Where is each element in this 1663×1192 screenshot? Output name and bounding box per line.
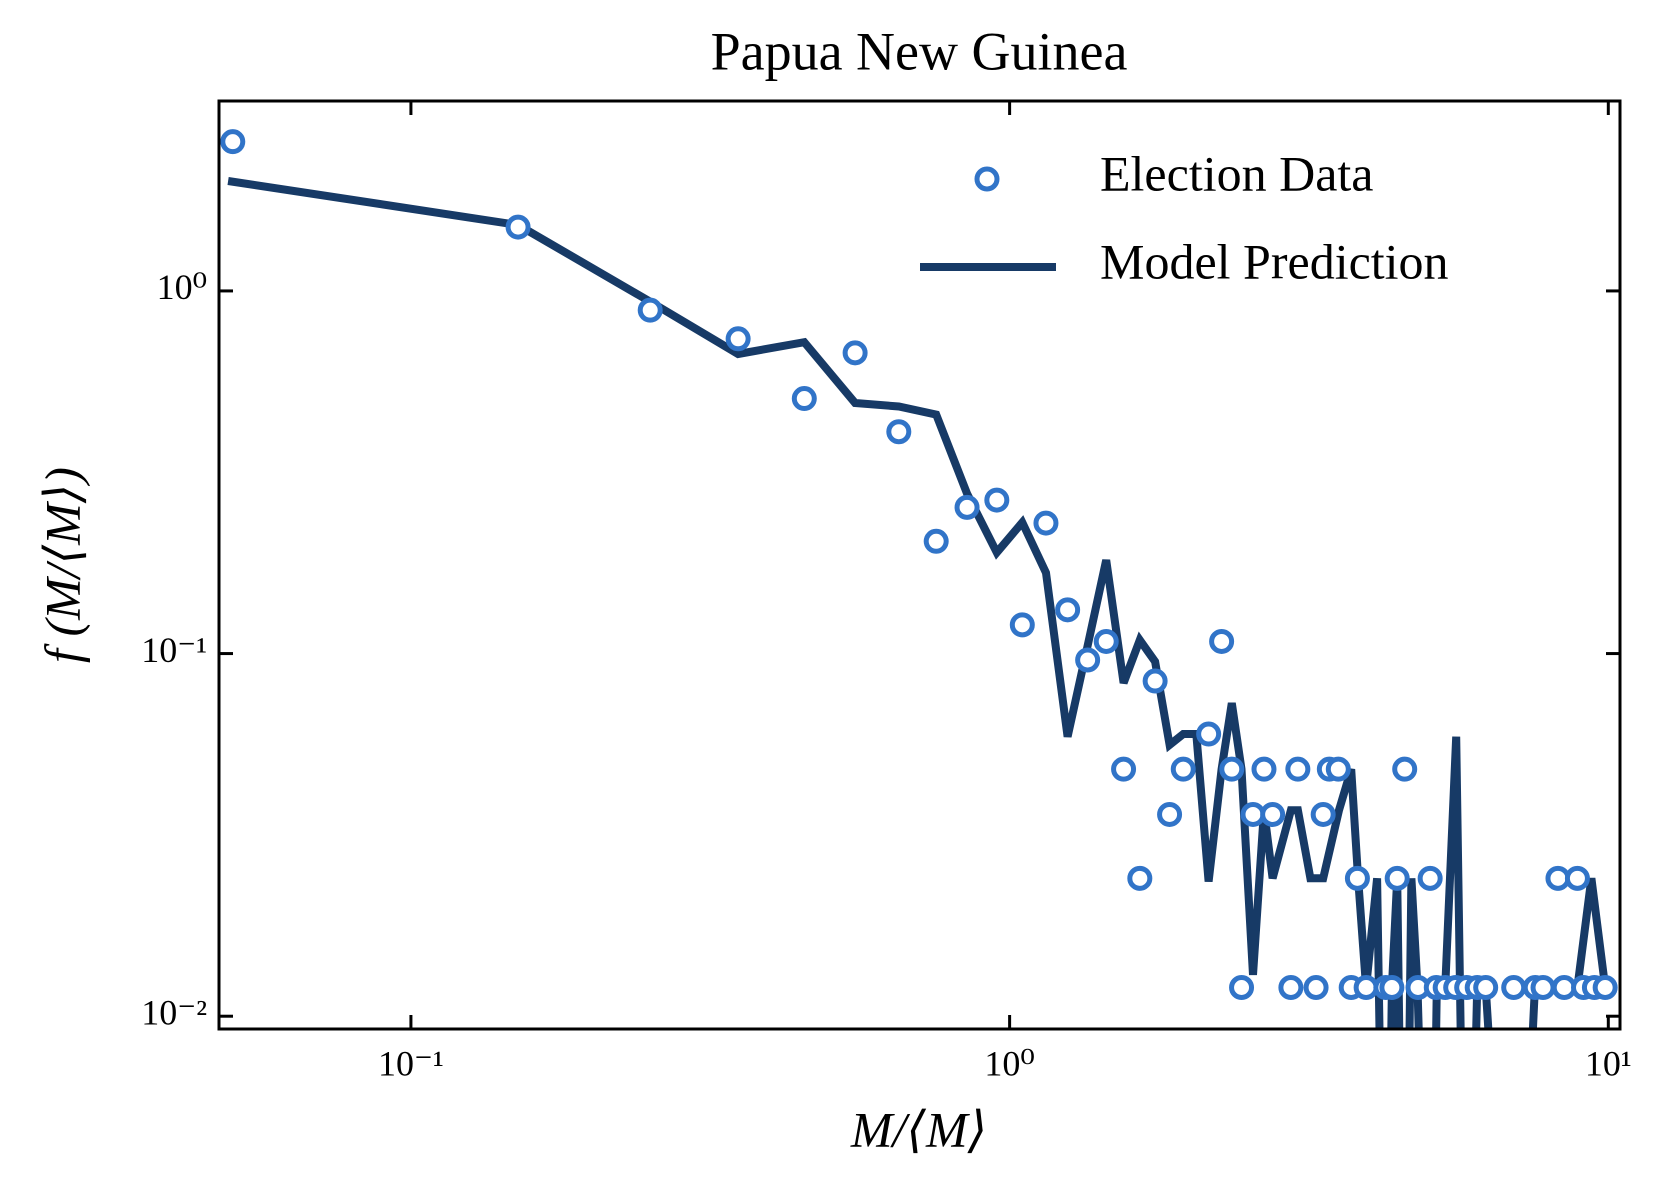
data-point bbox=[791, 386, 817, 412]
legend-label: Election Data bbox=[1100, 145, 1374, 201]
y-axis-label: f (M/⟨M⟩) bbox=[34, 467, 90, 663]
y-tick-label: 10⁻¹ bbox=[141, 630, 207, 670]
data-point bbox=[1379, 974, 1405, 1000]
x-tick-label: 10¹ bbox=[1585, 1043, 1632, 1083]
data-point bbox=[1157, 801, 1183, 827]
data-point bbox=[1592, 974, 1618, 1000]
data-point bbox=[1353, 974, 1379, 1000]
data-point bbox=[220, 129, 246, 155]
data-point bbox=[923, 528, 949, 554]
data-point bbox=[1392, 756, 1418, 782]
data-point bbox=[1229, 974, 1255, 1000]
data-point bbox=[1278, 974, 1304, 1000]
legend-marker bbox=[974, 166, 1000, 192]
data-point bbox=[1564, 865, 1590, 891]
x-tick-label: 10⁻¹ bbox=[378, 1043, 444, 1083]
data-point bbox=[505, 214, 531, 240]
data-point bbox=[886, 419, 912, 445]
data-point bbox=[1009, 612, 1035, 638]
data-point bbox=[1093, 628, 1119, 654]
legend-label: Model Prediction bbox=[1100, 233, 1449, 289]
data-point bbox=[1075, 647, 1101, 673]
data-point bbox=[1530, 974, 1556, 1000]
data-point bbox=[1033, 510, 1059, 536]
data-point bbox=[1384, 865, 1410, 891]
data-point bbox=[1219, 756, 1245, 782]
data-point bbox=[1142, 668, 1168, 694]
data-point bbox=[1055, 597, 1081, 623]
data-point bbox=[984, 487, 1010, 513]
data-point bbox=[1325, 756, 1351, 782]
model-line bbox=[227, 177, 1610, 1029]
data-point bbox=[1196, 721, 1222, 747]
plot-frame bbox=[217, 99, 1622, 1031]
data-point bbox=[1240, 801, 1266, 827]
data-point bbox=[1473, 974, 1499, 1000]
y-tick-label: 10⁰ bbox=[157, 267, 207, 307]
plot-area bbox=[220, 129, 1618, 1029]
y-tick-label: 10⁻² bbox=[141, 992, 207, 1032]
data-point bbox=[842, 340, 868, 366]
data-point bbox=[1127, 865, 1153, 891]
data-point bbox=[1170, 756, 1196, 782]
data-point bbox=[954, 494, 980, 520]
chart-title: Papua New Guinea bbox=[711, 21, 1128, 81]
data-point bbox=[1285, 756, 1311, 782]
x-tick-label: 10⁰ bbox=[984, 1043, 1034, 1083]
data-point bbox=[1251, 756, 1277, 782]
x-axis-label: M/⟨M⟩ bbox=[850, 1101, 987, 1157]
data-point bbox=[1417, 865, 1443, 891]
data-point bbox=[1310, 801, 1336, 827]
data-point bbox=[725, 326, 751, 352]
data-point bbox=[1344, 865, 1370, 891]
data-point bbox=[1260, 801, 1286, 827]
data-point bbox=[637, 297, 663, 323]
data-point bbox=[1209, 628, 1235, 654]
data-point bbox=[1501, 974, 1527, 1000]
data-point bbox=[1303, 974, 1329, 1000]
data-point bbox=[1111, 756, 1137, 782]
